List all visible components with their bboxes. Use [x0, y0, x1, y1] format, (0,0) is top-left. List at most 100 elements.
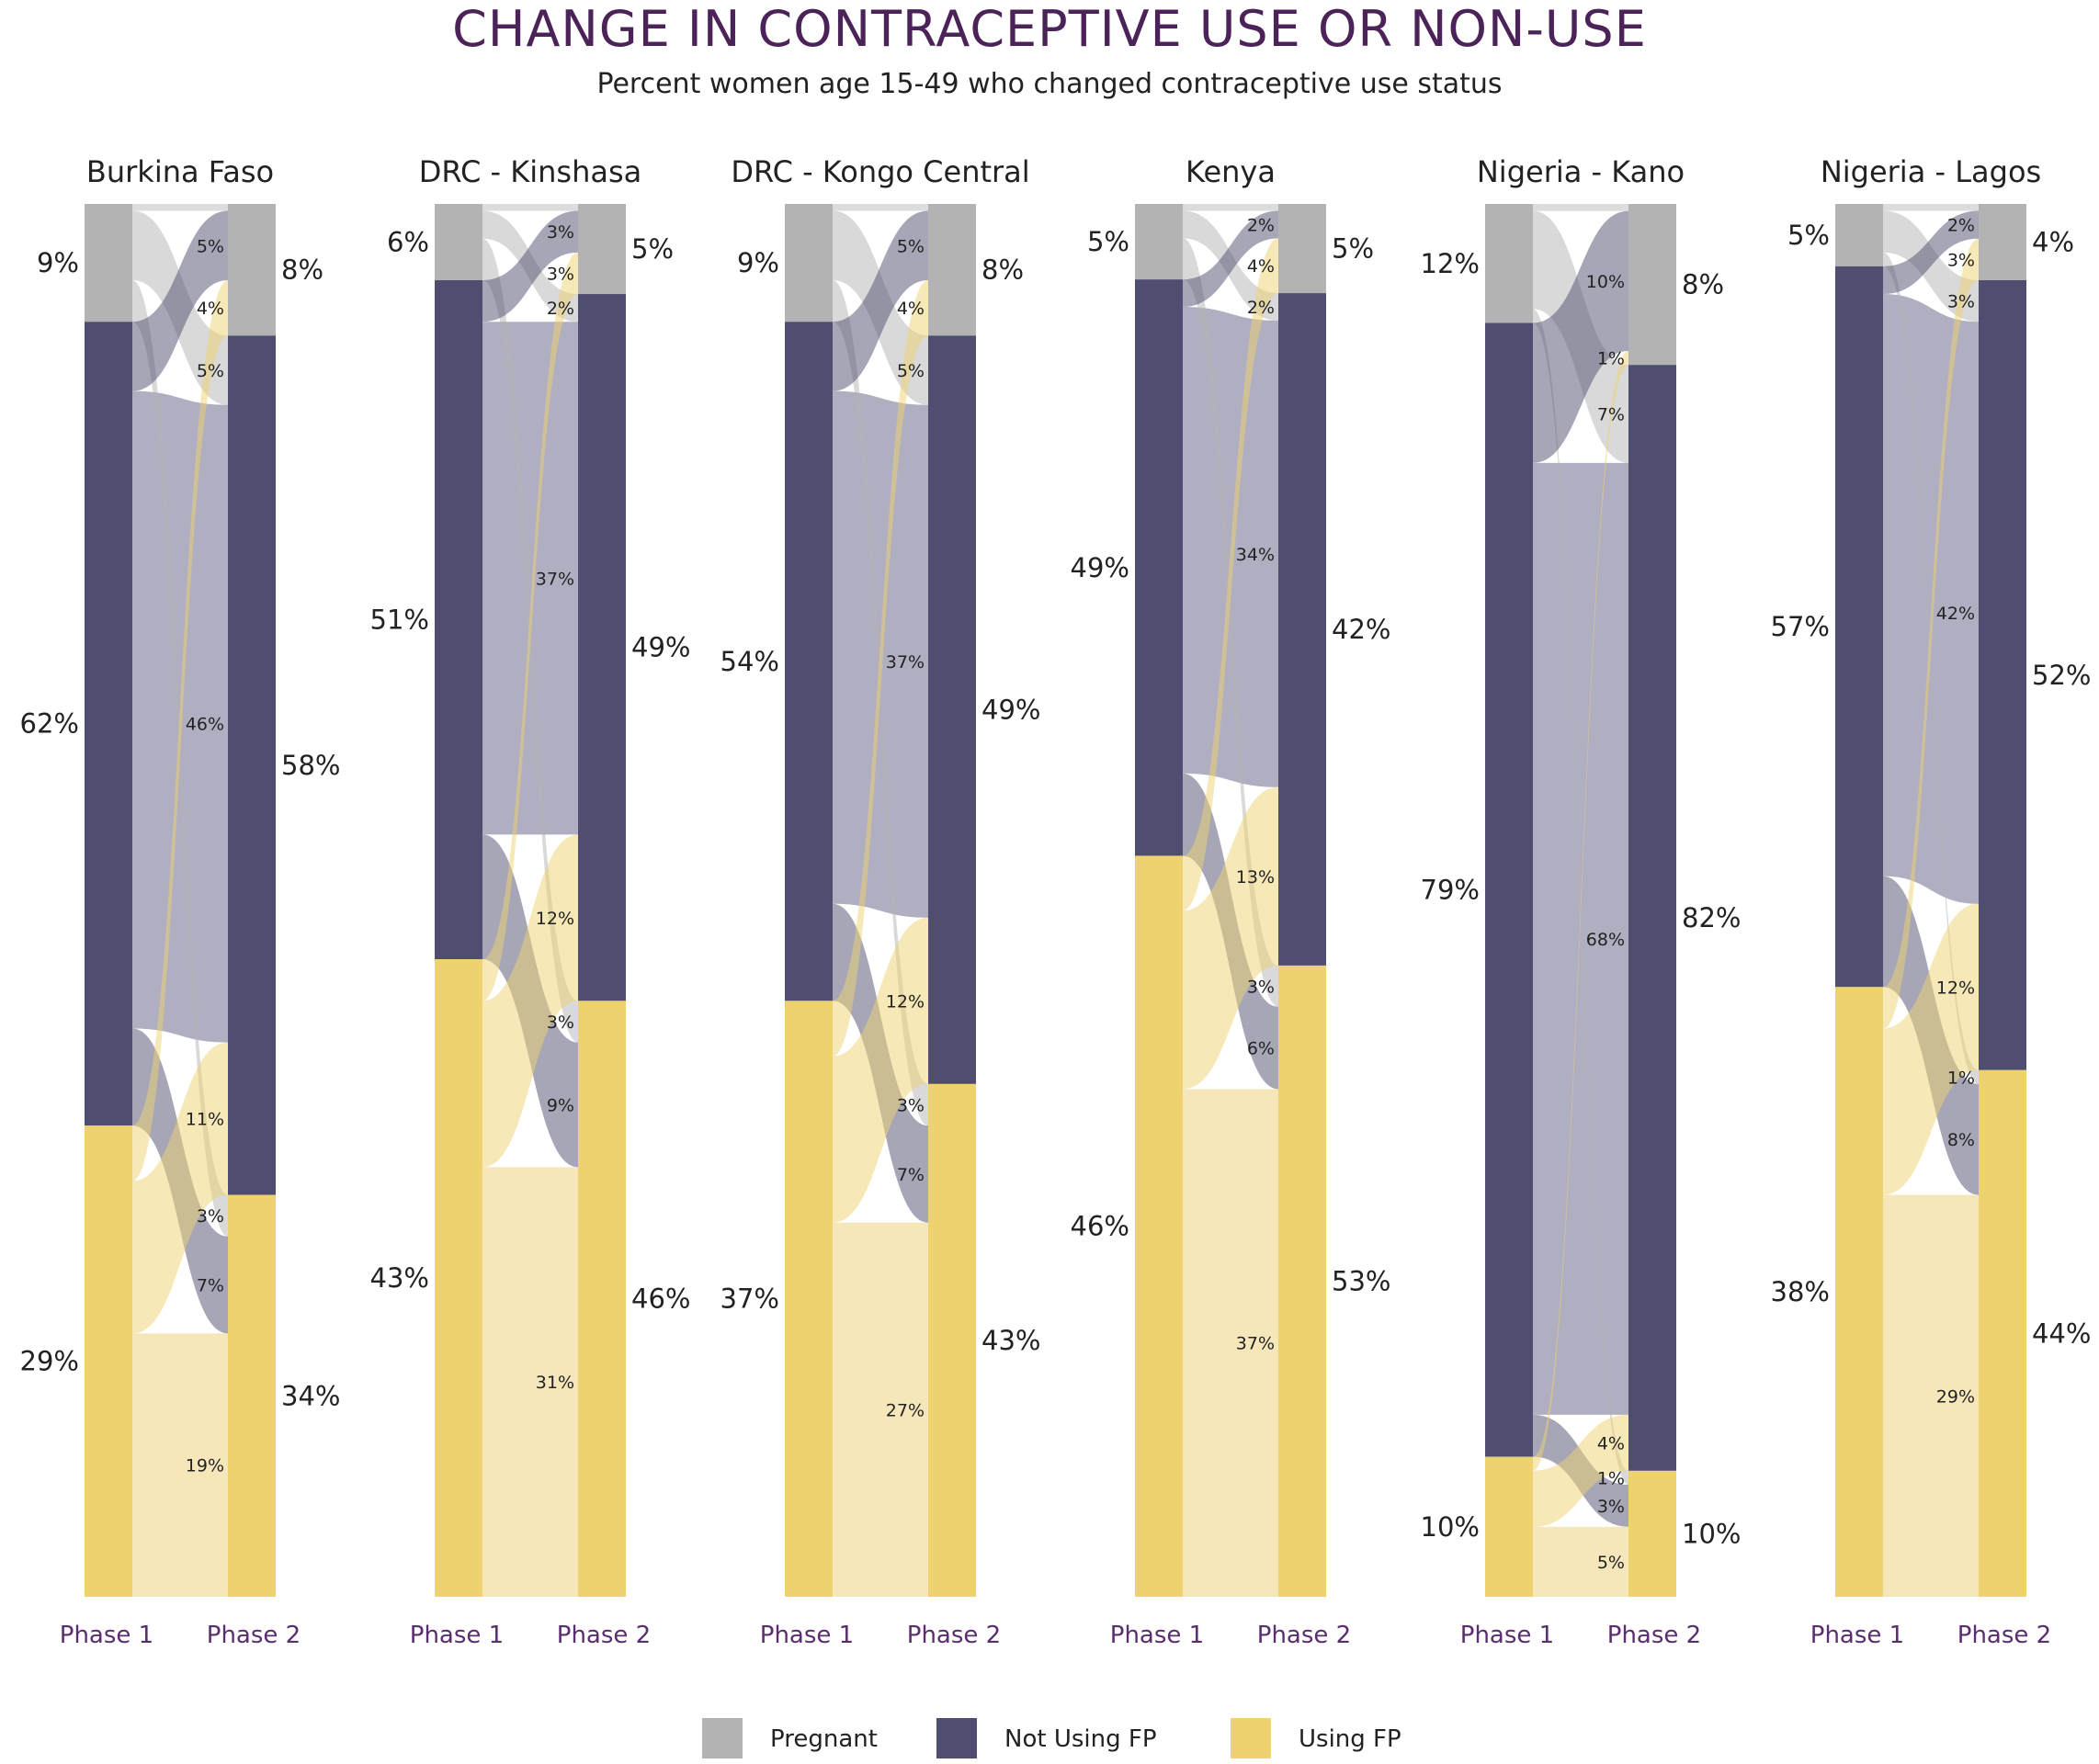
flow-ribbon: [1883, 204, 1979, 211]
flow-label: 1%: [1597, 1468, 1625, 1488]
flow-label: 34%: [1236, 545, 1275, 565]
phase2-percent-label: 5%: [1332, 233, 1374, 265]
phase1-bar-segment: [1485, 1456, 1533, 1597]
panel-title: Nigeria - Kano: [1477, 154, 1685, 189]
flow-label: 5%: [197, 236, 224, 256]
flow-ribbon: [1533, 350, 1628, 1471]
phase2-percent-label: 5%: [631, 233, 674, 265]
phase1-percent-label: 6%: [387, 226, 429, 257]
phase2-bar-segment: [928, 1083, 976, 1597]
x-tick-label: Phase 2: [1257, 1622, 1351, 1649]
panel-title: DRC - Kinshasa: [419, 154, 642, 189]
flow-label: 27%: [886, 1400, 925, 1420]
flow-label: 3%: [1247, 977, 1275, 997]
panel-title: Burkina Faso: [86, 154, 274, 189]
phase1-percent-label: 9%: [37, 247, 79, 278]
flow-label: 1%: [1597, 349, 1625, 369]
flow-label: 37%: [536, 569, 574, 589]
flow-label: 3%: [197, 1206, 224, 1227]
phase2-bar-segment: [928, 335, 976, 1084]
legend-label: Pregnant: [770, 1725, 878, 1753]
phase1-percent-label: 49%: [1071, 552, 1129, 583]
flow-label: 37%: [886, 652, 925, 673]
x-tick-label: Phase 1: [410, 1622, 504, 1649]
phase1-bar-segment: [1135, 204, 1183, 280]
flow-label: 3%: [897, 1095, 925, 1115]
flow-ribbon: [1883, 252, 1979, 1084]
flow-ribbon: [1533, 1414, 1628, 1527]
flow-label: 4%: [1597, 1433, 1625, 1453]
flow-label: 2%: [1247, 215, 1275, 235]
flow-label: 12%: [536, 909, 574, 929]
phase1-percent-label: 5%: [1087, 226, 1129, 257]
flow-label: 3%: [1947, 292, 1975, 312]
phase1-percent-label: 12%: [1421, 248, 1480, 279]
phase2-bar-segment: [578, 1001, 626, 1597]
x-tick-label: Phase 1: [760, 1622, 854, 1649]
flow-ribbon: [482, 204, 578, 211]
x-tick-label: Phase 1: [1110, 1622, 1204, 1649]
phase1-bar-segment: [785, 1001, 833, 1597]
phase1-percent-label: 57%: [1771, 611, 1830, 642]
flow-ribbon: [833, 279, 928, 1126]
phase2-percent-label: 49%: [981, 695, 1040, 726]
phase2-percent-label: 46%: [631, 1283, 690, 1315]
phase2-bar-segment: [228, 204, 276, 336]
phase1-bar-segment: [1835, 266, 1883, 988]
flow-ribbon: [1183, 238, 1278, 911]
phase2-bar-segment: [1628, 1470, 1676, 1597]
phase2-percent-label: 34%: [281, 1380, 340, 1411]
phase2-percent-label: 8%: [981, 254, 1024, 286]
flow-ribbon: [482, 252, 578, 1001]
phase2-percent-label: 52%: [2032, 660, 2091, 691]
flow-ribbon: [1183, 238, 1278, 1007]
phase1-percent-label: 37%: [720, 1283, 779, 1315]
phase1-bar-segment: [85, 322, 132, 1126]
legend: Pregnant Not Using FP Using FP: [702, 1718, 1401, 1758]
flow-label: 6%: [1247, 1039, 1275, 1059]
flow-label: 1%: [1947, 1068, 1975, 1088]
phase2-bar-segment: [1628, 365, 1676, 1471]
x-tick-label: Phase 2: [557, 1622, 651, 1649]
flow-ribbon: [1183, 210, 1278, 308]
flow-label: 3%: [547, 1012, 574, 1033]
panel: 7% 1% 10% 68% 3% 1% 4% 5% 12% 8% 79% 82% 10% 10% Niger…: [1421, 154, 1742, 1649]
flow-label: 2%: [1247, 298, 1275, 318]
flow-ribbon: [1183, 786, 1278, 1090]
flow-label: 4%: [1247, 256, 1275, 277]
flow-ribbon: [132, 204, 228, 211]
phase2-percent-label: 53%: [1332, 1265, 1390, 1296]
phase2-bar-segment: [578, 294, 626, 1001]
flow-label: 3%: [1597, 1497, 1625, 1517]
panel-title: DRC - Kongo Central: [731, 154, 1029, 189]
phase1-bar-segment: [1835, 204, 1883, 266]
legend-swatch: [1231, 1718, 1271, 1758]
phase1-percent-label: 38%: [1771, 1276, 1830, 1307]
phase1-percent-label: 5%: [1787, 220, 1830, 251]
flow-ribbon: [482, 210, 578, 322]
chart-title: CHANGE IN CONTRACEPTIVE USE OR NON-USE: [452, 0, 1647, 58]
phase2-bar-segment: [1278, 293, 1326, 966]
legend-label: Using FP: [1299, 1725, 1401, 1753]
flow-ribbon: [833, 210, 928, 391]
phase2-percent-label: 43%: [981, 1325, 1040, 1356]
x-tick-label: Phase 2: [907, 1622, 1001, 1649]
phase1-bar-segment: [85, 204, 132, 322]
panel-title: Nigeria - Lagos: [1821, 154, 2041, 189]
phase1-percent-label: 79%: [1421, 875, 1480, 906]
phase1-percent-label: 29%: [20, 1346, 79, 1377]
phase2-percent-label: 49%: [631, 632, 690, 663]
flow-label: 19%: [186, 1456, 224, 1476]
flow-label: 68%: [1586, 930, 1625, 950]
phase2-bar-segment: [1979, 204, 2026, 280]
flow-label: 5%: [897, 236, 925, 256]
flow-label: 37%: [1236, 1334, 1275, 1354]
phase1-bar-segment: [85, 1125, 132, 1597]
flow-label: 10%: [1586, 272, 1625, 292]
phase1-percent-label: 43%: [370, 1262, 429, 1294]
flow-ribbon: [482, 1167, 578, 1597]
flow-ribbon: [1533, 309, 1628, 1486]
phase2-bar-segment: [1979, 1069, 2026, 1597]
flow-ribbon: [1883, 1194, 1979, 1597]
